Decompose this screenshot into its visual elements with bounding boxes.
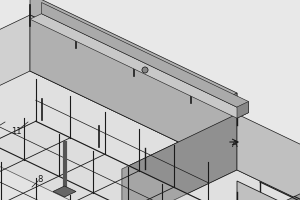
Polygon shape — [237, 169, 300, 200]
Polygon shape — [30, 0, 237, 114]
Polygon shape — [0, 15, 237, 169]
Polygon shape — [30, 15, 237, 170]
Polygon shape — [122, 93, 237, 169]
Text: 11: 11 — [11, 128, 21, 136]
Polygon shape — [237, 169, 300, 200]
Polygon shape — [237, 102, 248, 118]
Polygon shape — [122, 170, 300, 200]
Polygon shape — [53, 186, 76, 197]
Polygon shape — [30, 15, 237, 170]
Polygon shape — [0, 121, 208, 200]
Polygon shape — [30, 14, 248, 118]
Text: 8: 8 — [37, 174, 43, 184]
Polygon shape — [0, 71, 237, 200]
Polygon shape — [237, 114, 300, 200]
Text: A: A — [232, 140, 238, 149]
Polygon shape — [122, 114, 237, 200]
Circle shape — [142, 67, 148, 73]
Polygon shape — [237, 181, 300, 200]
Polygon shape — [122, 114, 237, 200]
Polygon shape — [41, 2, 248, 113]
